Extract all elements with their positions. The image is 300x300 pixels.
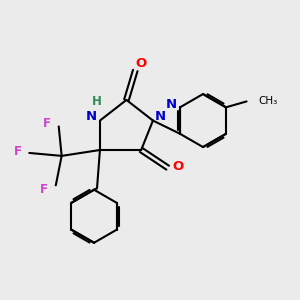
Text: O: O (172, 160, 184, 173)
Text: N: N (155, 110, 166, 123)
Text: O: O (136, 57, 147, 70)
Text: F: F (14, 145, 22, 158)
Text: CH₃: CH₃ (258, 96, 278, 106)
Text: N: N (166, 98, 177, 111)
Text: N: N (85, 110, 97, 123)
Text: H: H (92, 95, 102, 108)
Text: F: F (43, 117, 51, 130)
Text: F: F (40, 183, 48, 196)
